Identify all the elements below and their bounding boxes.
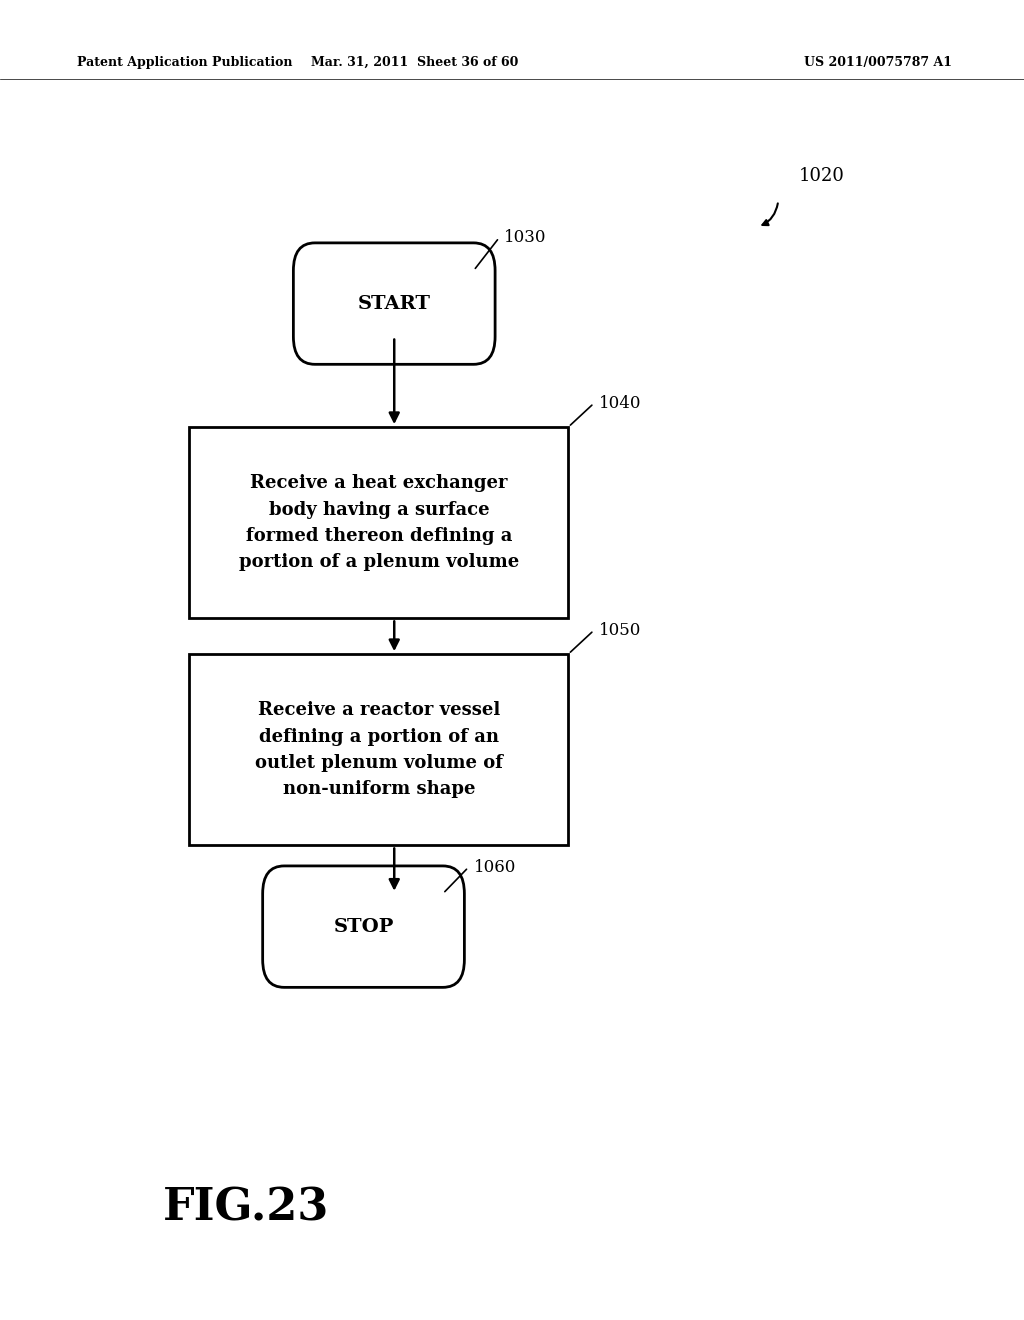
Text: 1020: 1020 <box>799 166 845 185</box>
Text: 1050: 1050 <box>599 622 641 639</box>
Text: Receive a heat exchanger
body having a surface
formed thereon defining a
portion: Receive a heat exchanger body having a s… <box>239 474 519 572</box>
Text: US 2011/0075787 A1: US 2011/0075787 A1 <box>804 55 952 69</box>
Text: 1040: 1040 <box>599 395 642 412</box>
Text: Patent Application Publication: Patent Application Publication <box>77 55 292 69</box>
FancyBboxPatch shape <box>189 655 568 846</box>
Text: Receive a reactor vessel
defining a portion of an
outlet plenum volume of
non-un: Receive a reactor vessel defining a port… <box>255 701 503 799</box>
Text: FIG.23: FIG.23 <box>163 1187 329 1229</box>
Text: 1060: 1060 <box>473 859 516 875</box>
FancyBboxPatch shape <box>262 866 464 987</box>
FancyBboxPatch shape <box>189 428 568 618</box>
Text: START: START <box>357 294 431 313</box>
FancyBboxPatch shape <box>293 243 496 364</box>
Text: STOP: STOP <box>334 917 393 936</box>
Text: 1030: 1030 <box>505 230 547 246</box>
Text: Mar. 31, 2011  Sheet 36 of 60: Mar. 31, 2011 Sheet 36 of 60 <box>311 55 518 69</box>
